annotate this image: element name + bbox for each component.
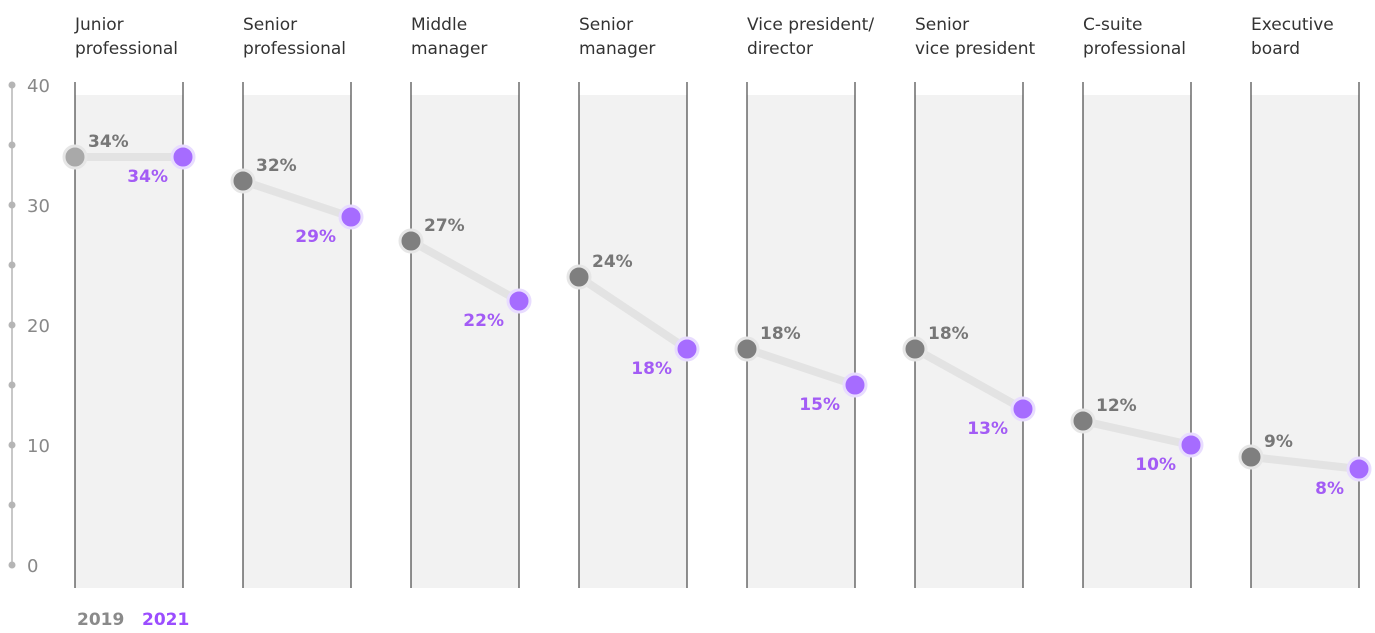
point-2019 [566,264,592,290]
label-2021: 13% [967,419,1008,439]
label-2021: 15% [799,395,840,415]
category-label: manager [411,39,487,59]
y-tick-dot [8,201,16,209]
connector-line [407,237,523,305]
label-2019: 32% [256,156,297,176]
category-label: professional [1083,39,1186,59]
point-2019 [1070,408,1096,434]
label-2019: 27% [424,216,465,236]
point-2021 [338,204,364,230]
y-tick-dot [8,141,16,149]
category-band [915,95,1023,588]
label-2021: 22% [463,311,504,331]
connector-line [911,345,1027,413]
label-2021: 18% [631,359,672,379]
point-2019 [62,144,88,170]
category-label: Senior [243,15,297,35]
y-tick-label: 10 [27,436,50,457]
category-label: board [1251,39,1300,59]
y-tick-dot [8,501,16,509]
category-label: Senior [579,15,633,35]
category-label: Senior [915,15,969,35]
category-label: Junior [74,15,124,35]
category-band [75,95,183,588]
y-tick-label: 20 [27,316,50,337]
category-band [1083,95,1191,588]
category-band [411,95,519,588]
y-tick-dot [8,561,16,569]
point-2021 [674,336,700,362]
legend-2021: 2021 [142,610,190,630]
connector-line [1079,417,1195,449]
y-tick-dot [8,261,16,269]
label-2019: 34% [88,132,129,152]
point-2019 [398,228,424,254]
dot-plot-chart: 0 10 20 30 40 Junior professional Senior profess… [8,15,1372,588]
category-band [1251,95,1359,588]
point-2019 [734,336,760,362]
category-label: Executive [1251,15,1334,35]
y-tick-label: 40 [27,76,50,97]
connector-line [743,345,859,389]
label-2019: 18% [928,324,969,344]
label-2021: 34% [127,167,168,187]
label-2021: 29% [295,227,336,247]
point-2021 [170,144,196,170]
label-2019: 12% [1096,396,1137,416]
category-label: professional [75,39,178,59]
y-tick-dot [8,81,16,89]
point-2021 [1010,396,1036,422]
point-2019 [230,168,256,194]
y-tick-dot [8,381,16,389]
connector-line [575,273,691,353]
y-tick-dot [8,441,16,449]
label-2021: 10% [1135,455,1176,475]
category-label: Vice president/ [747,15,874,35]
y-tick-label: 30 [27,196,50,217]
label-2019: 18% [760,324,801,344]
y-tick-dot [8,321,16,329]
label-2019: 9% [1264,432,1293,452]
point-2021 [842,372,868,398]
category-label: manager [579,39,655,59]
category-label: vice president [915,39,1035,59]
y-tick-label: 0 [27,556,38,577]
connector-line [1247,453,1363,473]
point-2021 [1178,432,1204,458]
label-2021: 8% [1315,479,1344,499]
category-label: C-suite [1083,15,1142,35]
category-label: Middle [411,15,467,35]
point-2021 [1346,456,1372,482]
point-2019 [902,336,928,362]
point-2019 [1238,444,1264,470]
category-label: director [747,39,813,59]
category-band [747,95,855,588]
legend-2019: 2019 [77,610,125,630]
category-label: professional [243,39,346,59]
point-2021 [506,288,532,314]
connector-line [239,177,355,221]
label-2019: 24% [592,252,633,272]
category-band [243,95,351,588]
